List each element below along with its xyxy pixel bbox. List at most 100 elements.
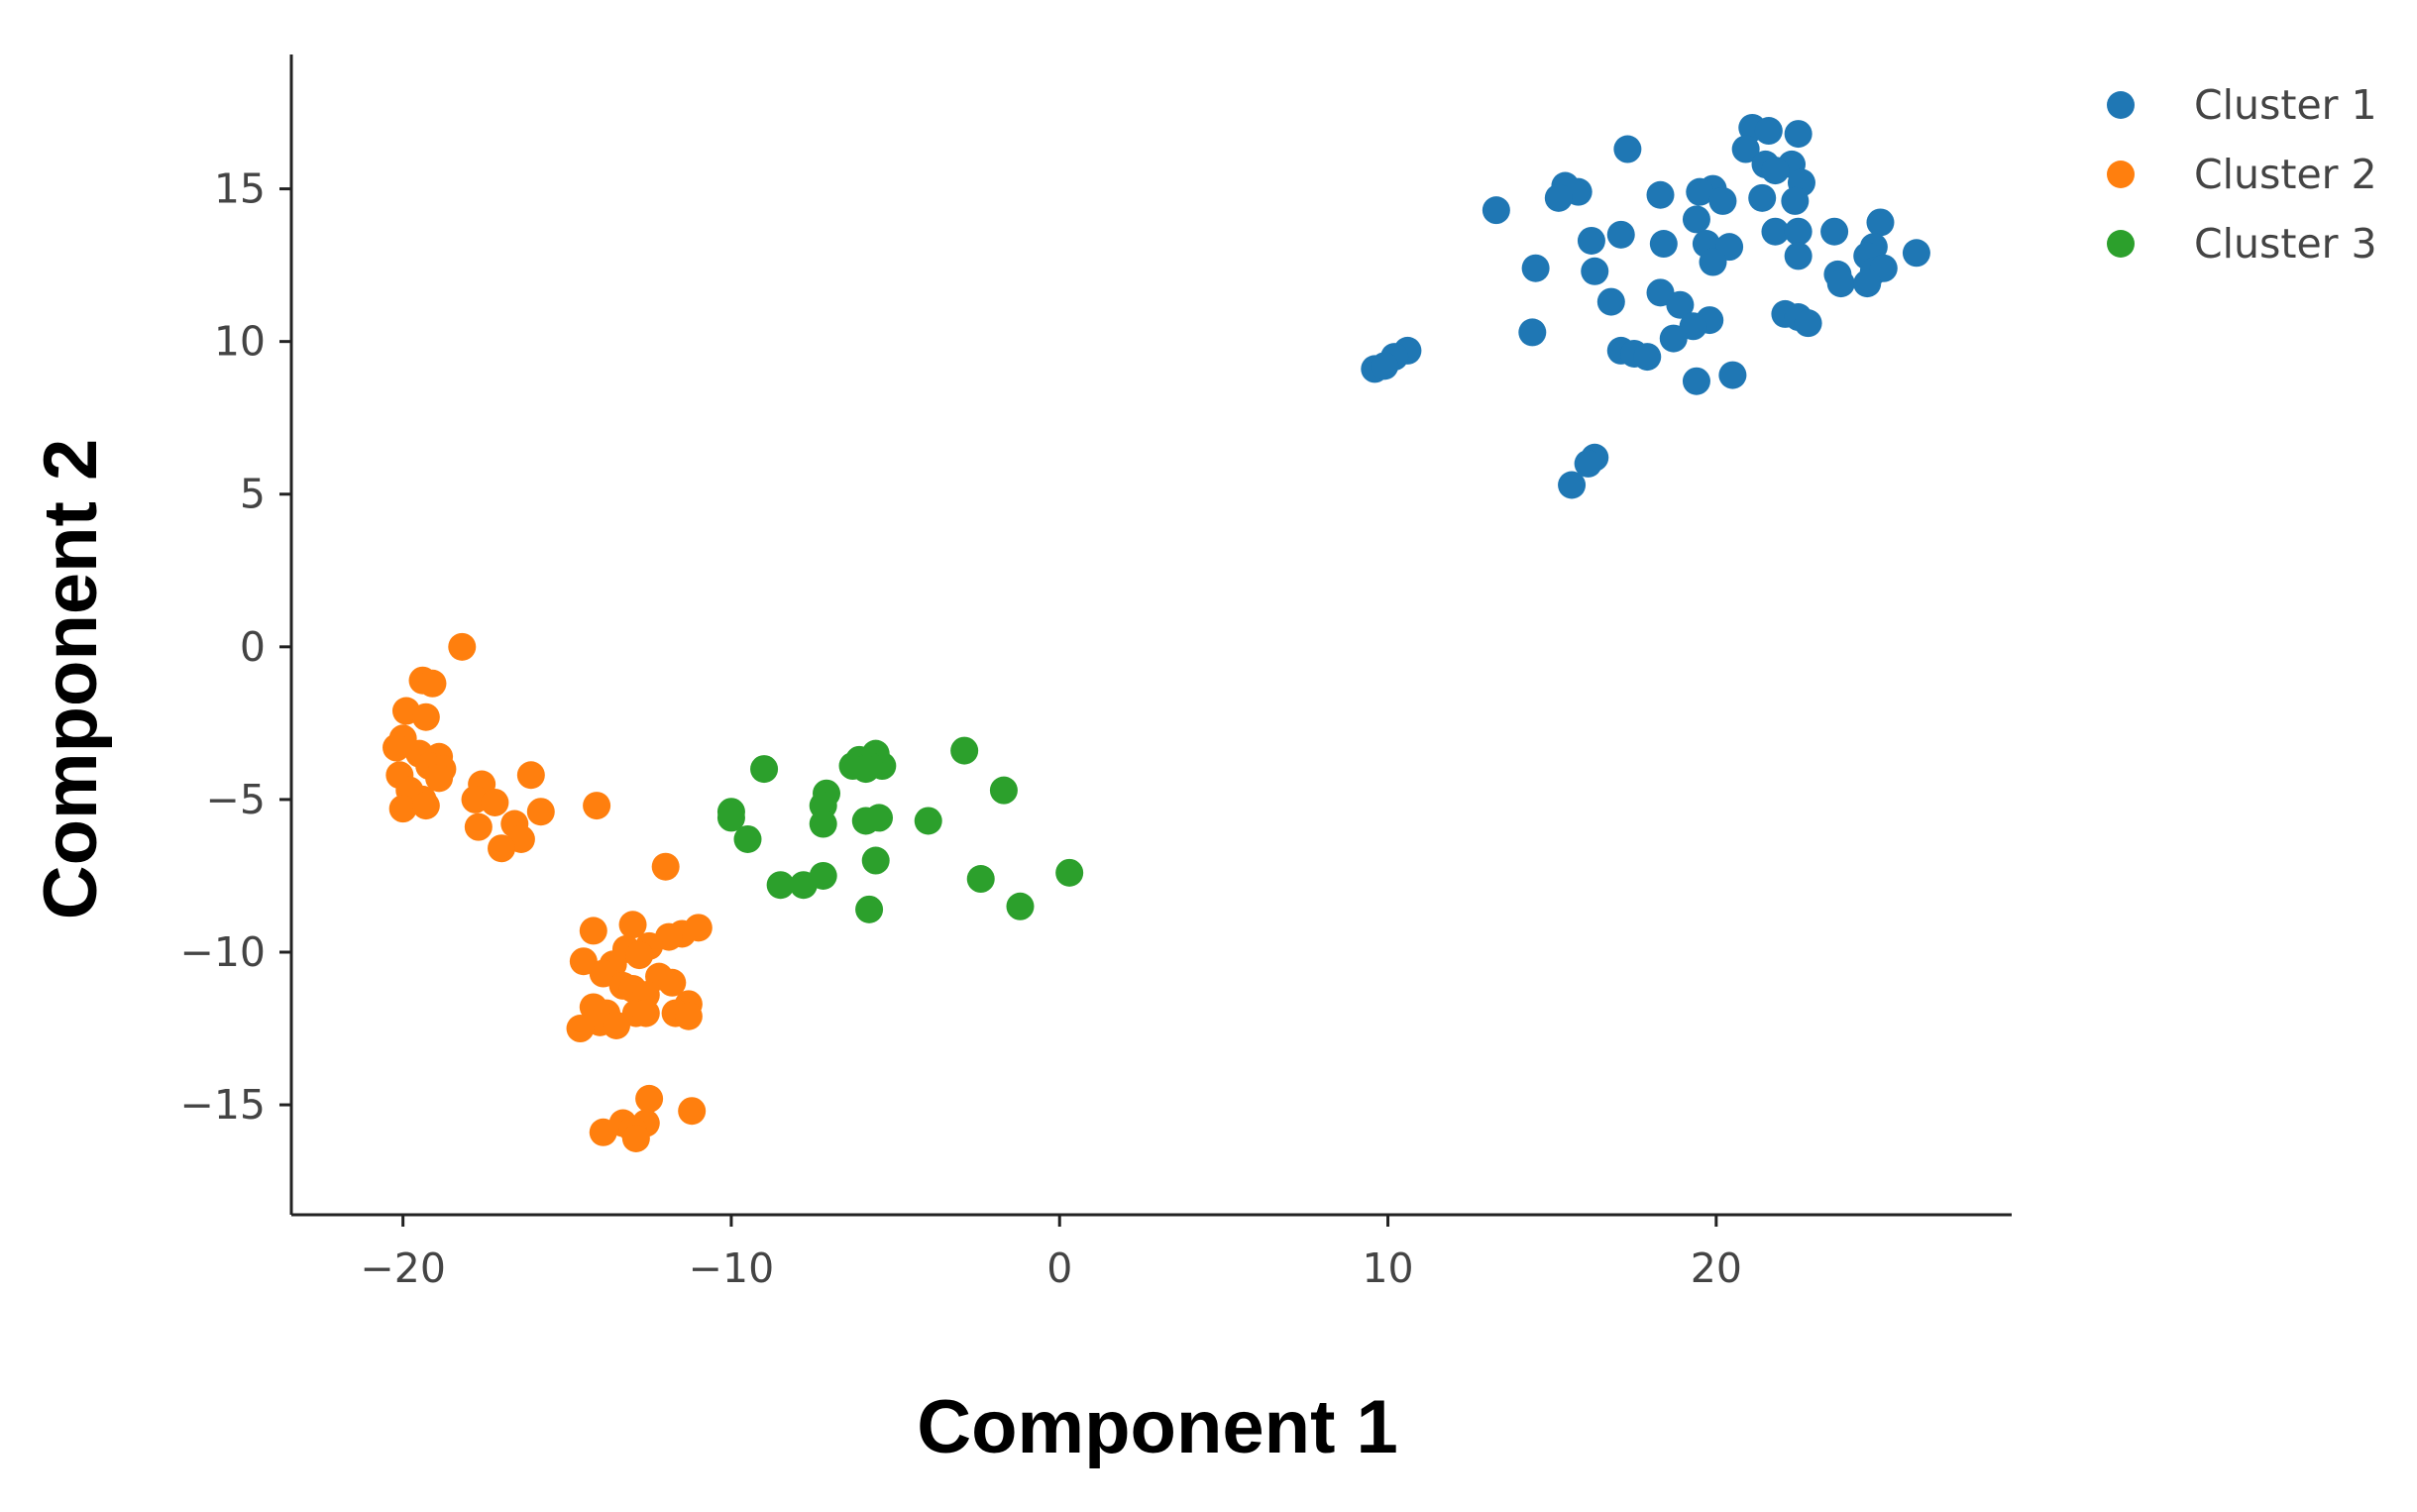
data-point xyxy=(1781,186,1810,215)
data-point xyxy=(674,1002,703,1030)
data-point xyxy=(1613,135,1642,163)
y-tick-label: −15 xyxy=(179,1081,266,1129)
data-point xyxy=(1521,254,1550,282)
data-point xyxy=(411,792,440,820)
data-point xyxy=(1006,892,1035,920)
data-point xyxy=(914,807,942,835)
data-point xyxy=(855,895,884,923)
data-point xyxy=(1826,270,1855,298)
data-point xyxy=(766,871,795,900)
legend-item-cluster-2[interactable]: Cluster 2 xyxy=(2107,151,2377,198)
axes-layer: −20 −10 0 10 20 −15 −10 −5 0 5 10 15 Component 1 Comp… xyxy=(29,54,2012,1469)
data-point xyxy=(678,1097,707,1126)
data-point xyxy=(448,632,477,661)
data-point xyxy=(716,804,745,832)
data-point xyxy=(618,911,647,939)
legend-label: Cluster 1 xyxy=(2194,81,2377,129)
data-point xyxy=(966,865,995,894)
data-point xyxy=(1853,270,1882,298)
data-point xyxy=(1371,352,1399,380)
x-tick-label: −10 xyxy=(689,1244,775,1292)
data-point xyxy=(851,807,880,835)
data-point xyxy=(1666,290,1695,319)
data-point xyxy=(566,1015,595,1043)
data-point xyxy=(411,702,440,731)
data-point xyxy=(1577,226,1605,255)
data-point xyxy=(1518,318,1547,347)
data-point xyxy=(1574,449,1602,478)
points-layer xyxy=(383,113,1930,1152)
data-point xyxy=(383,733,411,762)
data-point xyxy=(1820,217,1849,246)
y-axis-title: Component 2 xyxy=(29,439,113,920)
data-point xyxy=(1558,471,1587,499)
legend-label: Cluster 2 xyxy=(2194,151,2377,198)
data-point xyxy=(989,776,1018,805)
data-point xyxy=(1596,287,1625,316)
data-point xyxy=(1544,183,1573,212)
y-tick-label: 0 xyxy=(240,623,266,671)
series-3-points xyxy=(716,736,1084,923)
data-point xyxy=(602,1011,630,1039)
data-point xyxy=(1784,242,1813,270)
data-point xyxy=(1686,177,1714,206)
data-point xyxy=(1682,367,1710,395)
data-point xyxy=(1784,217,1813,246)
data-point xyxy=(1794,309,1822,338)
data-point xyxy=(1581,257,1609,285)
data-point xyxy=(425,764,454,793)
x-tick-label: 0 xyxy=(1046,1244,1072,1292)
y-tick-label: 15 xyxy=(214,165,266,213)
legend-item-cluster-3[interactable]: Cluster 3 xyxy=(2107,220,2377,268)
legend: Cluster 1 Cluster 2 Cluster 3 xyxy=(2107,81,2377,268)
legend-marker xyxy=(2107,91,2135,119)
x-tick-label: 10 xyxy=(1362,1244,1413,1292)
data-point xyxy=(464,812,493,841)
data-point xyxy=(1761,157,1790,185)
series-1-points xyxy=(1361,113,1930,499)
data-point xyxy=(1902,239,1930,268)
data-point xyxy=(1761,217,1790,246)
legend-label: Cluster 3 xyxy=(2194,220,2377,268)
data-point xyxy=(1731,135,1760,163)
x-tick-label: −20 xyxy=(360,1244,446,1292)
data-point xyxy=(526,798,555,826)
data-point xyxy=(789,871,818,900)
data-point xyxy=(1659,324,1688,353)
data-point xyxy=(750,755,779,784)
data-point xyxy=(1055,858,1084,887)
legend-marker xyxy=(2107,230,2135,258)
x-axis-title: Component 1 xyxy=(917,1385,1398,1469)
data-point xyxy=(481,788,509,816)
data-point xyxy=(1649,230,1678,259)
data-point xyxy=(621,1124,650,1152)
data-point xyxy=(1748,183,1777,212)
data-point xyxy=(1784,120,1813,149)
data-point xyxy=(488,834,516,863)
data-point xyxy=(635,1084,664,1113)
data-point xyxy=(861,846,890,875)
y-tick-label: −5 xyxy=(206,776,266,823)
data-point xyxy=(583,792,611,820)
data-point xyxy=(809,810,837,838)
data-point xyxy=(418,669,447,698)
data-point xyxy=(651,852,680,881)
data-point xyxy=(733,824,762,853)
legend-item-cluster-1[interactable]: Cluster 1 xyxy=(2107,81,2377,129)
data-point xyxy=(1606,220,1635,249)
data-point xyxy=(658,968,687,997)
data-point xyxy=(1718,361,1747,389)
data-point xyxy=(1866,208,1895,237)
y-tick-label: −10 xyxy=(179,928,266,976)
series-2-points xyxy=(383,632,713,1152)
data-point xyxy=(1646,180,1675,209)
data-point xyxy=(1708,186,1737,215)
legend-marker xyxy=(2107,161,2135,188)
data-point xyxy=(851,755,880,784)
data-point xyxy=(1633,343,1662,372)
data-point xyxy=(625,941,654,970)
y-tick-label: 10 xyxy=(214,318,266,366)
data-point xyxy=(1682,205,1710,234)
